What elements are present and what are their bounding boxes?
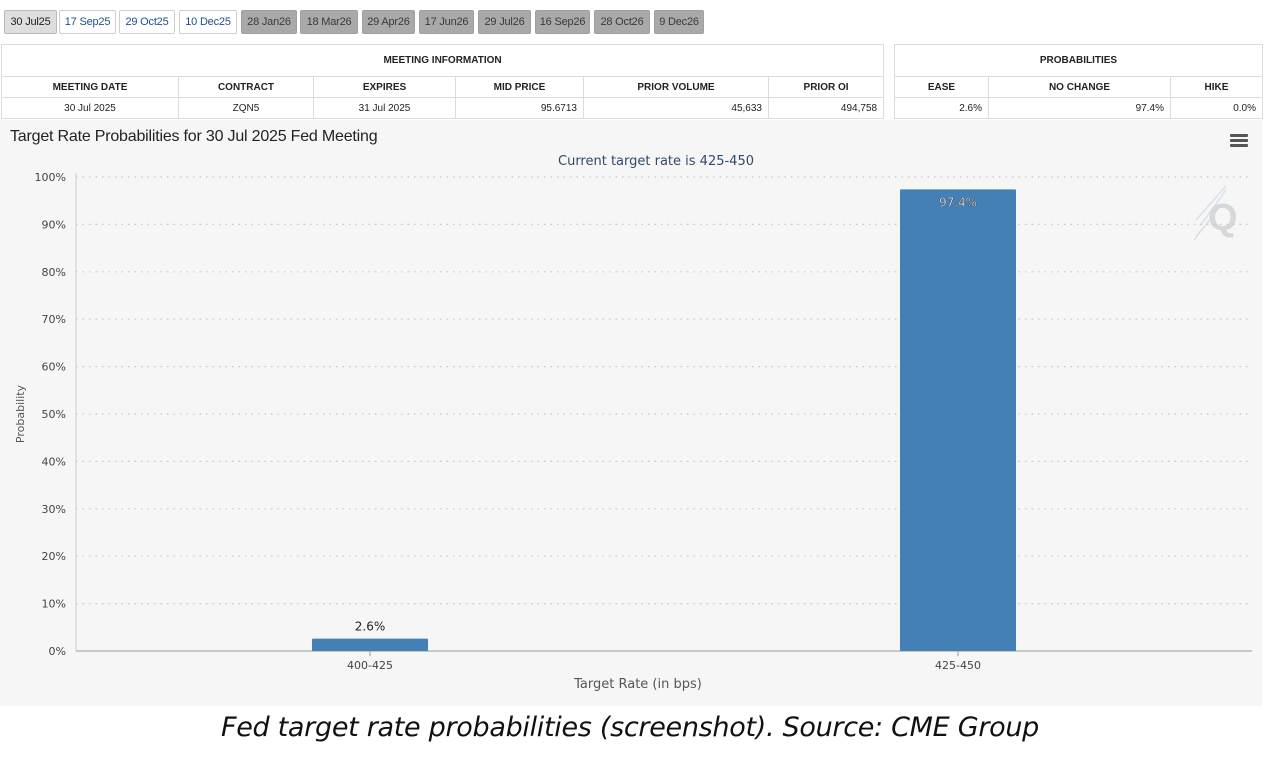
tab-29-jul26[interactable]: 29 Jul26: [478, 10, 531, 34]
table-row: 30 Jul 2025 ZQN5 31 Jul 2025 95.6713 45,…: [1, 97, 885, 119]
chart-title: Target Rate Probabilities for 30 Jul 202…: [10, 128, 378, 145]
y-tick-label: 10%: [42, 598, 66, 611]
y-tick-label: 40%: [42, 455, 66, 468]
y-tick-label: 0%: [49, 645, 66, 658]
probabilities-header: PROBABILITIES: [894, 44, 1263, 77]
bar-400-425: [312, 638, 428, 651]
y-tick-label: 70%: [42, 313, 66, 326]
column-header-expires: EXPIRES: [313, 76, 456, 98]
data-label: 2.6%: [355, 620, 386, 634]
ease-probability-value: 2.6%: [894, 97, 989, 119]
tab-9-dec26[interactable]: 9 Dec26: [654, 10, 704, 34]
hamburger-menu-icon[interactable]: [1230, 134, 1248, 148]
tab-28-jan26[interactable]: 28 Jan26: [241, 10, 297, 34]
svg-text:Q: Q: [1208, 197, 1238, 239]
y-axis-title: Probability: [14, 384, 27, 443]
tab-30-jul25[interactable]: 30 Jul25: [4, 10, 57, 34]
tab-29-oct25[interactable]: 29 Oct25: [119, 10, 175, 34]
prior-oi-value: 494,758: [767, 97, 885, 119]
meeting-information-header: MEETING INFORMATION: [0, 44, 885, 77]
y-tick-label: 30%: [42, 503, 66, 516]
meeting-date-value: 30 Jul 2025: [1, 97, 179, 119]
contract-value: ZQN5: [178, 97, 314, 119]
y-tick-label: 90%: [42, 218, 66, 231]
probabilities-table: PROBABILITIES EASE NO CHANGE HIKE 2.6% 9…: [894, 44, 1263, 119]
column-header-mid-price: MID PRICE: [455, 76, 584, 98]
x-tick-label: 425-450: [935, 659, 981, 672]
y-tick-label: 20%: [42, 550, 66, 563]
tab-17-jun26[interactable]: 17 Jun26: [419, 10, 474, 34]
column-header-no-change: NO CHANGE: [988, 76, 1171, 98]
column-header-contract: CONTRACT: [178, 76, 314, 98]
column-header-ease: EASE: [894, 76, 989, 98]
tab-29-apr26[interactable]: 29 Apr26: [362, 10, 415, 34]
prior-volume-value: 45,633: [583, 97, 769, 119]
bar-425-450: [900, 189, 1016, 651]
x-axis-title: Target Rate (in bps): [573, 677, 702, 692]
hike-probability-value: 0.0%: [1170, 97, 1263, 119]
data-label: 97.4%: [939, 195, 977, 209]
tab-17-sep25[interactable]: 17 Sep25: [59, 10, 116, 34]
no-change-probability-value: 97.4%: [988, 97, 1171, 119]
tab-10-dec25[interactable]: 10 Dec25: [179, 10, 237, 34]
watermark-logo-icon: Q: [1193, 185, 1238, 241]
meeting-information-table: MEETING INFORMATION MEETING DATE CONTRAC…: [0, 44, 885, 119]
y-tick-label: 60%: [42, 361, 66, 374]
y-tick-label: 100%: [35, 171, 66, 184]
tab-18-mar26[interactable]: 18 Mar26: [300, 10, 358, 34]
expires-value: 31 Jul 2025: [313, 97, 456, 119]
tab-16-sep26[interactable]: 16 Sep26: [535, 10, 590, 34]
figure-caption: Fed target rate probabilities (screensho…: [220, 712, 1040, 743]
column-header-prior-oi: PRIOR OI: [767, 76, 885, 98]
mid-price-value: 95.6713: [455, 97, 584, 119]
chart-subtitle: Current target rate is 425-450: [558, 154, 754, 169]
bar-chart: Current target rate is 425-450 0% 10% 20% 30…: [14, 154, 1252, 692]
chart-panel: Target Rate Probabilities for 30 Jul 202…: [0, 120, 1262, 706]
table-row: 2.6% 97.4% 0.0%: [894, 97, 1263, 119]
tab-28-oct26[interactable]: 28 Oct26: [594, 10, 650, 34]
y-tick-label: 50%: [42, 408, 66, 421]
column-header-hike: HIKE: [1170, 76, 1263, 98]
y-tick-label: 80%: [42, 266, 66, 279]
column-header-meeting-date: MEETING DATE: [1, 76, 179, 98]
x-tick-label: 400-425: [347, 659, 393, 672]
column-header-prior-volume: PRIOR VOLUME: [583, 76, 769, 98]
